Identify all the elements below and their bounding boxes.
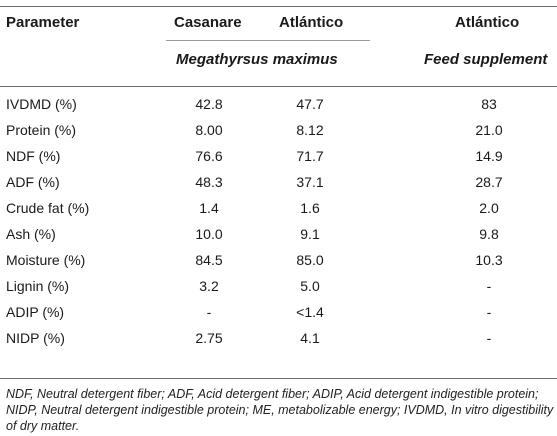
feed-cell: 9.8 [479, 226, 499, 242]
feed-cell: 21.0 [475, 122, 503, 138]
casanare-cell: 3.2 [199, 278, 219, 294]
table-row: Protein (%) 8.00 8.12 21.0 [0, 117, 557, 143]
casanare-cell: - [206, 304, 212, 320]
header-casanare: Casanare [174, 14, 242, 31]
table-top-rule [0, 6, 557, 7]
parameter-cell: Lignin (%) [6, 278, 70, 294]
casanare-cell: 42.8 [195, 96, 223, 112]
casanare-cell: 10.0 [195, 226, 223, 242]
species-subheader: Megathyrsus maximus [176, 51, 338, 68]
atlantico-cell: 85.0 [296, 252, 324, 268]
table-row: Ash (%) 10.0 9.1 9.8 [0, 221, 557, 247]
parameter-cell: NIDP (%) [6, 330, 65, 346]
feed-cell: - [486, 278, 492, 294]
header-atlantico-forage: Atlántico [279, 14, 344, 31]
atlantico-cell: 71.7 [296, 148, 324, 164]
table-bottom-rule [0, 378, 557, 379]
atlantico-cell: 5.0 [300, 278, 320, 294]
parameter-cell: Protein (%) [6, 122, 77, 138]
table-footnote: NDF, Neutral detergent fiber; ADF, Acid … [6, 387, 554, 433]
atlantico-cell: 37.1 [296, 174, 324, 190]
casanare-cell: 1.4 [199, 200, 219, 216]
atlantico-cell: 4.1 [300, 330, 320, 346]
parameter-cell: Moisture (%) [6, 252, 86, 268]
species-span-rule [166, 40, 370, 41]
table-row: NIDP (%) 2.75 4.1 - [0, 325, 557, 351]
header-bottom-rule [0, 86, 557, 87]
atlantico-cell: 8.12 [296, 122, 324, 138]
feed-cell: - [486, 330, 492, 346]
feed-cell: 14.9 [475, 148, 503, 164]
parameter-cell: ADF (%) [6, 174, 60, 190]
atlantico-cell: 47.7 [296, 96, 324, 112]
feed-cell: 28.7 [475, 174, 503, 190]
table-row: Lignin (%) 3.2 5.0 - [0, 273, 557, 299]
table-row: NDF (%) 76.6 71.7 14.9 [0, 143, 557, 169]
atlantico-cell: <1.4 [296, 304, 324, 320]
table-row: ADIP (%) - <1.4 - [0, 299, 557, 325]
header-parameter: Parameter [6, 14, 80, 31]
parameter-cell: ADIP (%) [6, 304, 65, 320]
atlantico-cell: 1.6 [300, 200, 320, 216]
parameter-cell: Ash (%) [6, 226, 56, 242]
table-row: IVDMD (%) 42.8 47.7 83 [0, 91, 557, 117]
casanare-cell: 48.3 [195, 174, 223, 190]
feed-cell: 2.0 [479, 200, 499, 216]
table-row: Crude fat (%) 1.4 1.6 2.0 [0, 195, 557, 221]
parameter-cell: Crude fat (%) [6, 200, 90, 216]
feed-cell: 83 [481, 96, 497, 112]
atlantico-cell: 9.1 [300, 226, 320, 242]
casanare-cell: 76.6 [195, 148, 223, 164]
feed-cell: - [486, 304, 492, 320]
feed-subheader: Feed supplement [424, 51, 548, 68]
parameter-cell: NDF (%) [6, 148, 61, 164]
header-atlantico-feed: Atlántico [455, 14, 520, 31]
casanare-cell: 8.00 [195, 122, 223, 138]
casanare-cell: 84.5 [195, 252, 223, 268]
table-row: Moisture (%) 84.5 85.0 10.3 [0, 247, 557, 273]
casanare-cell: 2.75 [195, 330, 223, 346]
table-row: ADF (%) 48.3 37.1 28.7 [0, 169, 557, 195]
parameter-cell: IVDMD (%) [6, 96, 77, 112]
feed-cell: 10.3 [475, 252, 503, 268]
